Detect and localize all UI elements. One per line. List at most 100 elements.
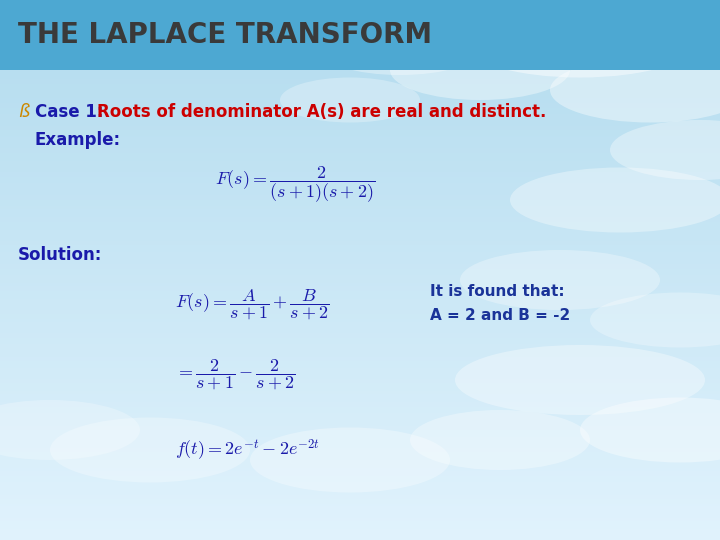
Bar: [0, 319, 720, 321]
Bar: [0, 368, 720, 369]
Bar: [0, 295, 720, 297]
Text: ß: ß: [18, 103, 30, 121]
Ellipse shape: [460, 3, 700, 78]
Bar: [0, 471, 720, 472]
Bar: [0, 382, 720, 383]
Bar: [0, 326, 720, 327]
Bar: [0, 416, 720, 418]
Bar: [0, 83, 720, 84]
Ellipse shape: [550, 57, 720, 123]
Bar: [0, 102, 720, 103]
Bar: [0, 93, 720, 95]
Bar: [0, 322, 720, 324]
Bar: [0, 168, 720, 170]
Bar: [0, 327, 720, 328]
Bar: [0, 340, 720, 341]
Bar: [0, 297, 720, 299]
Bar: [0, 100, 720, 102]
Bar: [0, 391, 720, 393]
Bar: [0, 408, 720, 410]
Bar: [0, 496, 720, 498]
Bar: [0, 239, 720, 241]
Bar: [0, 515, 720, 516]
Ellipse shape: [455, 345, 705, 415]
Bar: [0, 133, 720, 134]
Ellipse shape: [390, 40, 570, 100]
Bar: [0, 472, 720, 474]
Bar: [0, 434, 720, 435]
Bar: [0, 502, 720, 504]
Bar: [0, 142, 720, 144]
Bar: [0, 305, 720, 307]
Bar: [0, 529, 720, 531]
Bar: [0, 293, 720, 294]
Bar: [0, 401, 720, 402]
Bar: [0, 509, 720, 510]
Bar: [0, 342, 720, 344]
Text: $F(s)=\dfrac{A}{s+1}+\dfrac{B}{s+2}$: $F(s)=\dfrac{A}{s+1}+\dfrac{B}{s+2}$: [175, 288, 330, 322]
Bar: [0, 346, 720, 347]
Bar: [0, 344, 720, 346]
Ellipse shape: [320, 25, 480, 75]
Bar: [0, 501, 720, 502]
Bar: [0, 364, 720, 366]
Bar: [0, 262, 720, 264]
Bar: [0, 109, 720, 111]
Bar: [0, 92, 720, 93]
Bar: [0, 170, 720, 172]
Bar: [0, 87, 720, 89]
Bar: [0, 120, 720, 122]
Bar: [0, 455, 720, 457]
Bar: [0, 264, 720, 266]
Bar: [0, 184, 720, 186]
Bar: [0, 360, 720, 361]
Bar: [0, 156, 720, 158]
Bar: [0, 462, 720, 463]
Ellipse shape: [250, 428, 450, 492]
Bar: [0, 375, 720, 377]
Bar: [0, 78, 720, 79]
Bar: [0, 86, 720, 87]
Bar: [0, 104, 720, 106]
Bar: [0, 238, 720, 239]
Bar: [0, 122, 720, 123]
Bar: [0, 211, 720, 213]
Bar: [0, 137, 720, 139]
Bar: [0, 136, 720, 137]
Bar: [0, 519, 720, 521]
Bar: [0, 332, 720, 333]
Bar: [0, 310, 720, 311]
Bar: [0, 281, 720, 283]
Ellipse shape: [410, 410, 590, 470]
Bar: [0, 380, 720, 382]
Bar: [0, 253, 720, 255]
Ellipse shape: [460, 250, 660, 310]
Bar: [0, 313, 720, 314]
Bar: [0, 147, 720, 149]
Bar: [0, 214, 720, 215]
Bar: [0, 205, 720, 206]
Bar: [0, 199, 720, 200]
Bar: [0, 116, 720, 117]
Bar: [0, 150, 720, 151]
Bar: [0, 321, 720, 322]
Bar: [0, 484, 720, 485]
Bar: [0, 457, 720, 458]
Bar: [0, 288, 720, 289]
Bar: [0, 84, 720, 86]
Bar: [0, 197, 720, 199]
Bar: [0, 189, 720, 191]
Bar: [0, 126, 720, 128]
Bar: [0, 518, 720, 519]
Bar: [0, 427, 720, 429]
Bar: [0, 523, 720, 524]
Bar: [0, 90, 720, 92]
Bar: [0, 260, 720, 261]
Bar: [0, 145, 720, 147]
Bar: [0, 387, 720, 388]
Bar: [0, 111, 720, 112]
Ellipse shape: [50, 417, 250, 483]
Bar: [0, 432, 720, 434]
Bar: [0, 422, 720, 424]
Bar: [0, 460, 720, 462]
